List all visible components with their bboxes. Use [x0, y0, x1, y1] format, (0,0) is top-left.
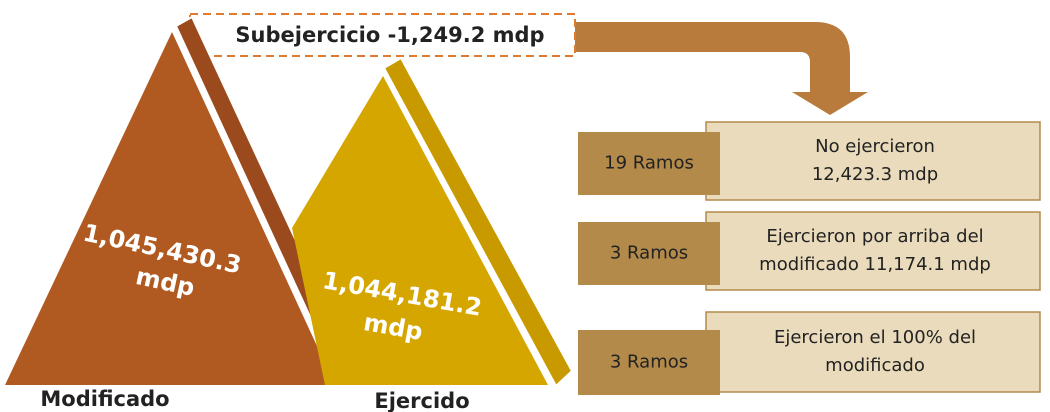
detail: Ejercieron por arriba del	[766, 226, 983, 247]
detail: No ejercieron	[815, 136, 935, 157]
detail: 12,423.3 mdp	[812, 164, 938, 185]
subejercicio: Subejercicio -1,249.2 mdp	[235, 23, 544, 47]
detail-box	[705, 311, 1041, 393]
count-box	[578, 222, 720, 285]
triangle-strip	[382, 56, 574, 388]
triangle-modificado	[5, 32, 335, 385]
count-box	[578, 132, 720, 195]
detail: modificado	[825, 355, 925, 376]
count: 3 Ramos	[610, 243, 688, 264]
detail: Ejercieron el 100% del	[774, 327, 976, 348]
triangle-label: Modificado	[40, 387, 169, 411]
triangle-ejercido	[292, 76, 548, 385]
count: 19 Ramos	[604, 153, 694, 174]
detail-box	[705, 211, 1041, 291]
arrow	[575, 22, 868, 115]
count: 3 Ramos	[610, 352, 688, 373]
rows: 19 Ramos No ejercieron 12,423.3 mdp 3 Ramos…	[578, 121, 1041, 395]
triangle-label: Ejercido	[374, 389, 469, 412]
count-box	[578, 330, 720, 395]
detail-box	[705, 121, 1041, 201]
detail: modificado 11,174.1 mdp	[759, 254, 991, 275]
